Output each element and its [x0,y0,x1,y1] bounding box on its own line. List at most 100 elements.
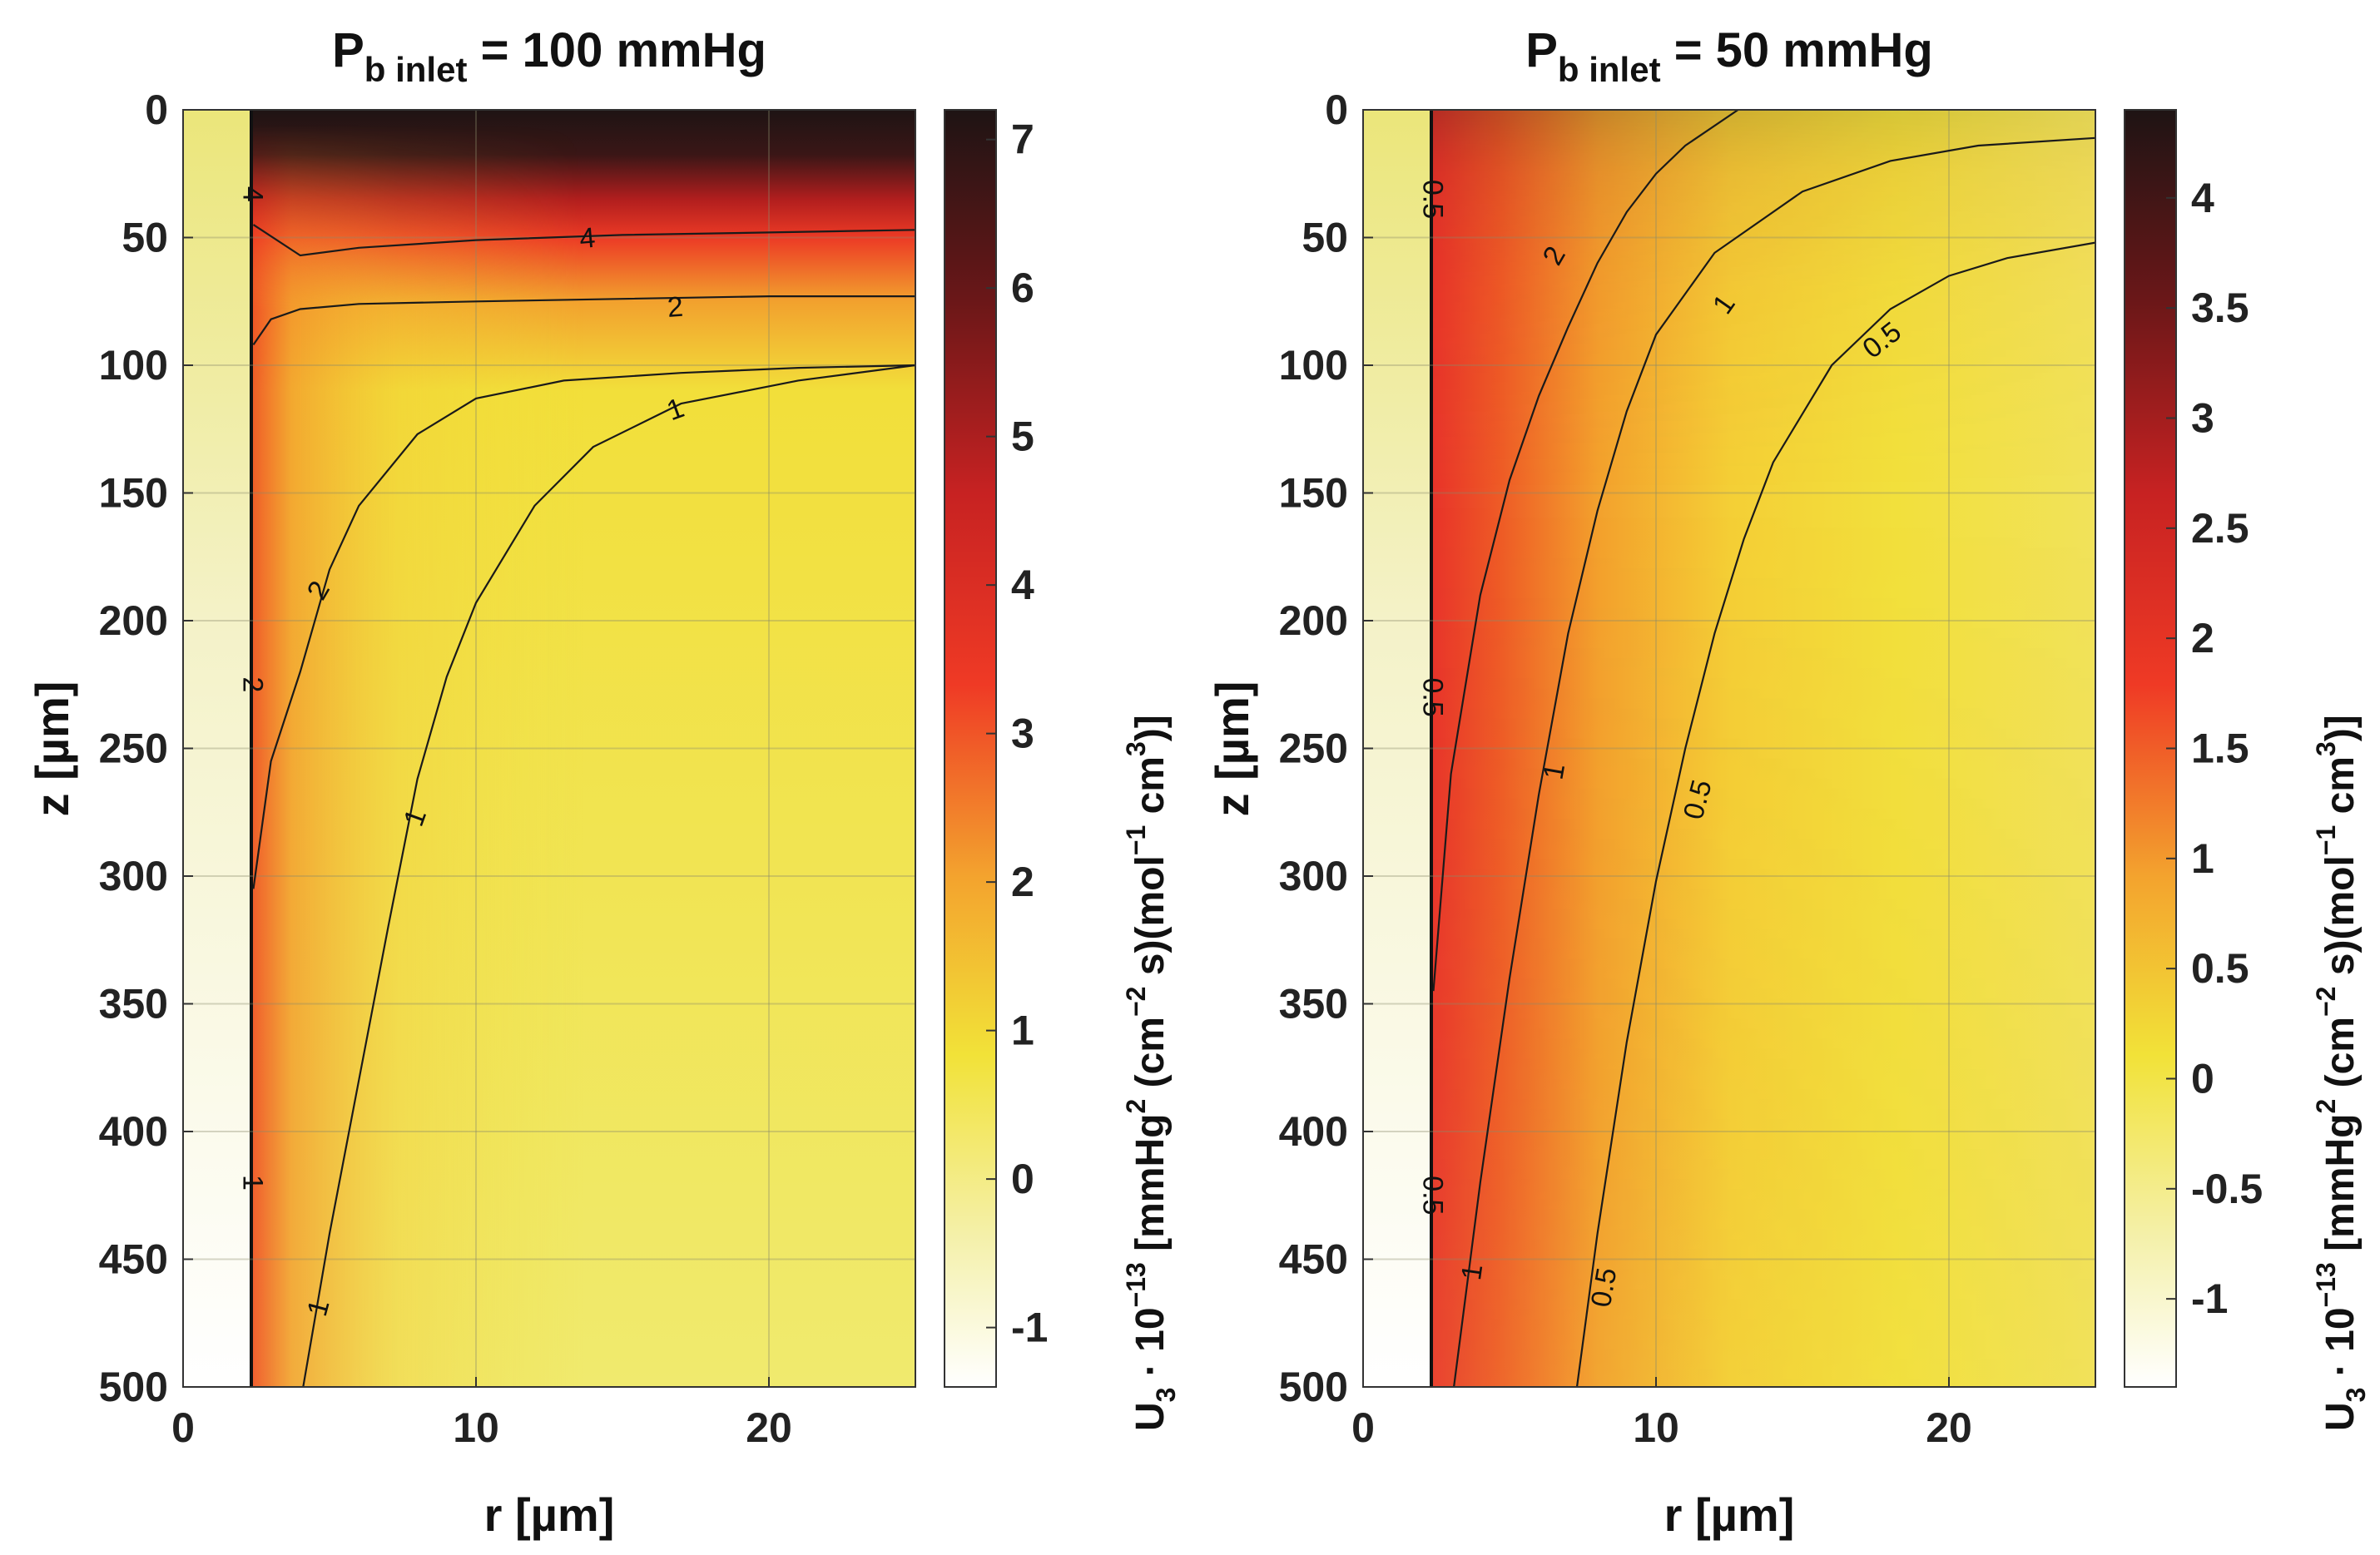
tissue-field-radial [252,110,915,1387]
y-tick-label: 500 [99,1364,168,1410]
y-tick-label: 350 [99,981,168,1028]
contour-label-text: 4 [578,222,597,255]
lumen-region [183,110,250,1387]
colorbar-tick-label: -0.5 [2191,1166,2263,1212]
contour-label-text: 0.5 [1585,1265,1624,1310]
colorbar-right [2124,109,2177,1388]
colorbar-tick-label: 1 [2191,835,2214,882]
contour-label-text: 1 [237,1175,269,1191]
title-rest: = 100 mmHg [467,23,766,77]
colorbar-tick-label: 4 [1011,562,1034,608]
title-main: P [332,23,364,77]
contour-line-1 [302,364,915,1387]
contour-line-2 [252,295,915,346]
colorbar-tick-label: 6 [1011,265,1034,311]
y-tick-label: 500 [1279,1364,1348,1410]
contour-line-1 [1453,136,2095,1387]
colorbar-tick-label: 2 [1011,859,1034,905]
contour-label-text: 2 [667,291,685,324]
colorbar-ticks-left: -1 0 1 2 3 4 5 6 7 [986,116,1048,1351]
colorbar-tick-label: -1 [2191,1275,2228,1322]
y-tick-label: 0 [145,87,168,133]
y-tick-label: 200 [1279,597,1348,644]
colorbar-tick-label: 5 [1011,414,1034,460]
colorbar-tick-label: 2 [2191,615,2214,661]
colorbar-tick-label: 1.5 [2191,726,2249,772]
y-tick-label: 50 [1302,215,1348,261]
colorbar-tick-label: 3 [2191,395,2214,442]
svg-text:Pb inlet = 100 mmHg: Pb inlet = 100 mmHg [332,23,766,89]
contour-label: 4 [237,186,269,202]
colorbar-tick-label: 0 [2191,1055,2214,1102]
y-tick-label: 400 [1279,1108,1348,1155]
y-axis-label-left: z [µm] [26,681,78,817]
y-tick-label: 300 [99,853,168,899]
contour-label: 2 [237,676,269,692]
contour-line-2 [1432,110,1739,992]
x-tick-label: 0 [171,1404,195,1451]
contour-label: 0.5 [1585,1265,1624,1310]
y-tick-label: 250 [99,726,168,772]
contour-label: 0.5 [1417,180,1449,219]
colorbar-tick-label: 3.5 [2191,285,2249,331]
colorbar-tick-label: -1 [1011,1305,1048,1351]
colorbar-left [944,109,997,1388]
y-tick-label: 450 [99,1236,168,1283]
svg-text:U3 · 10−13 [mmHg2 (cm−2 s)(mol: U3 · 10−13 [mmHg2 (cm−2 s)(mol−1 cm3)] [1121,715,1181,1431]
panel-title-right: Pb inlet = 50 mmHg [1525,23,1933,89]
colorbar-ticks-right: -1 -0.5 0 0.5 1 1.5 2 2.5 3 3.5 4 [2166,175,2263,1322]
contour-line-0.5 [1575,241,2095,1387]
colorbar-tick-label: 7 [1011,116,1034,163]
tissue-field-axial [1432,110,2095,1387]
x-tick-label: 0 [1351,1404,1375,1451]
x-axis-label-left: r [µm] [484,1488,615,1541]
y-tick-label: 150 [99,470,168,517]
grid-right [1363,110,2095,1387]
colorbar-tick-label: 2.5 [2191,505,2249,552]
y-tick-label: 250 [1279,726,1348,772]
x-tick-label: 10 [1633,1404,1679,1451]
x-tick-label: 10 [453,1404,499,1451]
contour-line-2 [252,364,915,889]
colorbar-tick-label: 0.5 [2191,945,2249,992]
colorbar-tick-label: 1 [1011,1008,1034,1054]
title-subscript: b inlet [364,50,468,89]
colorbar-tick-label: 3 [1011,711,1034,757]
heatmap-right: 210.510.51 0.50.50.50.5 [1363,110,2095,1387]
contour-label-text: 4 [237,186,269,202]
contour-label-text: 0.5 [1417,677,1449,716]
colorbar-label-left: U3 · 10−13 [mmHg2 (cm−2 s)(mol−1 cm3)] [1121,715,1181,1431]
colorbar-tick-label: 0 [1011,1156,1034,1202]
contour-label-text: 2 [237,676,269,692]
x-axis-label-right: r [µm] [1664,1488,1795,1541]
y-tick-label: 0 [1325,87,1348,133]
contour-label: 0.5 [1417,1176,1449,1215]
panel-title-left: Pb inlet = 100 mmHg [332,23,766,89]
x-tick-label: 20 [1926,1404,1972,1451]
contour-label: 1 [237,1175,269,1191]
y-tick-label: 450 [1279,1236,1348,1283]
colorbar-tick-label: 4 [2191,175,2214,221]
lumen-region [1363,110,1430,1387]
y-tick-label: 350 [1279,981,1348,1028]
title-rest: = 50 mmHg [1661,23,1933,77]
y-tick-label: 50 [121,215,168,261]
x-tick-label: 20 [746,1404,792,1451]
contour-label-text: 0.5 [1417,1176,1449,1215]
panel-right: Pb inlet = 50 mmHg 210.510.51 0.50.50.50.… [1206,23,2371,1541]
colorbar-label-right: U3 · 10−13 [mmHg2 (cm−2 s)(mol−1 cm3)] [2311,715,2371,1431]
contour-label: 2 [667,291,685,324]
y-tick-label: 100 [99,342,168,389]
y-tick-label: 100 [1279,342,1348,389]
svg-text:Pb inlet = 50 mmHg: Pb inlet = 50 mmHg [1525,23,1933,89]
svg-text:U3 · 10−13 [mmHg2 (cm−2 s)(mol: U3 · 10−13 [mmHg2 (cm−2 s)(mol−1 cm3)] [2311,715,2371,1431]
title-subscript: b inlet [1558,50,1661,89]
y-tick-label: 200 [99,597,168,644]
contour-label-text: 0.5 [1417,180,1449,219]
